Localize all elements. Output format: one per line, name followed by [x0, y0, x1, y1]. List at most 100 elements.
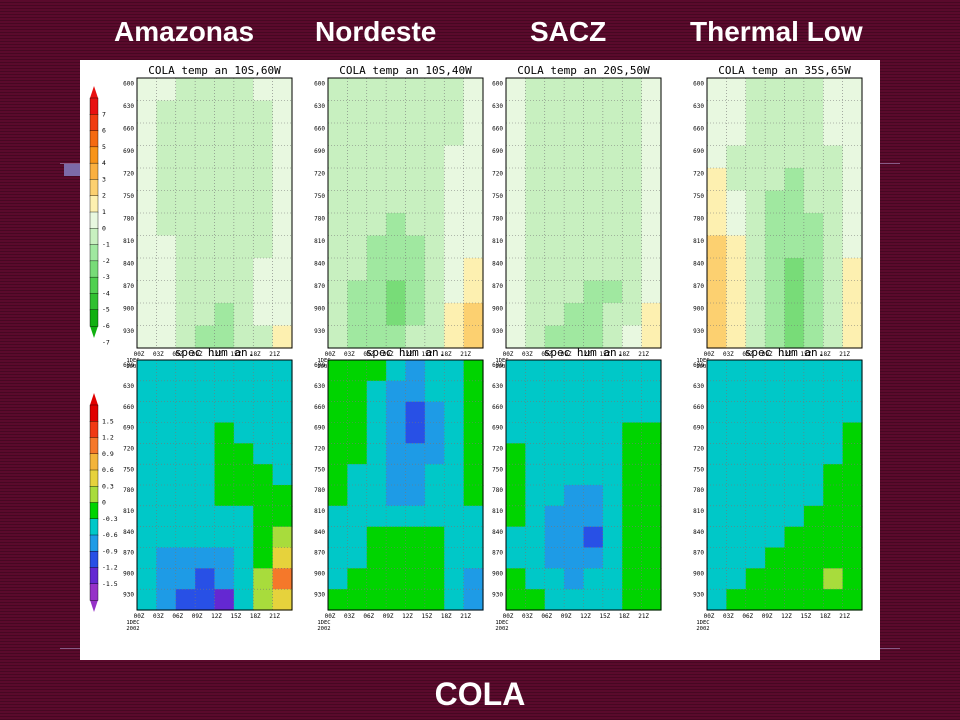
heatmap-cell [386, 303, 407, 327]
heatmap-cell [175, 360, 196, 382]
heatmap-cell [641, 123, 662, 147]
heatmap-cell [328, 401, 348, 424]
heatmap-cell [386, 168, 407, 192]
x-tick-label: 21Z [638, 351, 649, 358]
heatmap-cell [745, 190, 766, 214]
heatmap-cell [233, 422, 254, 444]
x-tick-label: 09Z [192, 351, 203, 358]
heatmap-cell [175, 568, 196, 590]
heatmap-cell [405, 401, 426, 424]
x-tick-label: 00Z [503, 613, 514, 620]
heatmap-cell [424, 213, 445, 237]
y-tick-label: 930 [123, 328, 134, 335]
heatmap-cell [765, 235, 786, 259]
region-title-amazonas: Amazonas [114, 16, 255, 47]
heatmap-cell [842, 168, 863, 192]
heatmap-cell [424, 589, 445, 611]
x-tick-label: 06Z [541, 351, 552, 358]
heatmap-cell [544, 123, 565, 147]
x-date-label: 1DEC [126, 620, 139, 626]
heatmap-cell [765, 145, 786, 169]
heatmap-cell [195, 360, 216, 382]
heatmap-cell [525, 547, 546, 569]
heatmap-cell [347, 360, 368, 382]
heatmap-cell [233, 303, 254, 327]
heatmap-cell [765, 78, 786, 102]
y-tick-label: 900 [314, 571, 325, 578]
heatmap-cell [784, 547, 805, 569]
heatmap-cell [842, 78, 863, 102]
x-tick-label: 06Z [742, 613, 753, 620]
heatmap-cell [233, 443, 254, 465]
heatmap-cell [366, 100, 387, 124]
heatmap-cell [622, 505, 643, 528]
heatmap-cell [405, 145, 426, 169]
heatmap-cell [745, 258, 766, 282]
heatmap-cell [328, 464, 348, 486]
heatmap-cell [137, 589, 157, 611]
heatmap-cell [366, 464, 387, 486]
heatmap-cell [347, 325, 368, 349]
heatmap-cell [253, 325, 274, 349]
heatmap-cell [745, 213, 766, 237]
heatmap-cell [444, 526, 465, 549]
x-tick-label: 09Z [762, 351, 773, 358]
heatmap-cell [195, 303, 216, 327]
heatmap-cell [622, 380, 643, 403]
heatmap-cell [641, 168, 662, 192]
heatmap-cell [463, 380, 484, 403]
y-tick-label: 630 [314, 383, 325, 390]
heatmap-cell [195, 213, 216, 237]
heatmap-cell [622, 123, 643, 147]
heatmap-cell [444, 380, 465, 403]
heatmap-cell [463, 325, 484, 349]
y-tick-label: 720 [123, 446, 134, 453]
heatmap-cell [214, 401, 235, 424]
heatmap-cell [641, 145, 662, 169]
heatmap-cell [784, 100, 805, 124]
heatmap-cell [347, 547, 368, 569]
heatmap-cell [726, 380, 747, 403]
heatmap-cell [214, 235, 235, 259]
heatmap-cell [175, 235, 196, 259]
heatmap-cell [233, 325, 254, 349]
heatmap-cell [564, 485, 585, 507]
heatmap-cell [444, 485, 465, 507]
colorbar-swatch [89, 293, 99, 311]
heatmap-cell [214, 100, 235, 124]
heatmap-cell [726, 505, 747, 528]
x-tick-label: 06Z [172, 613, 183, 620]
heatmap-cell [726, 589, 747, 611]
heatmap-cell [803, 485, 824, 507]
heatmap-cell [195, 235, 216, 259]
heatmap-cell [622, 190, 643, 214]
heatmap-cell [156, 443, 177, 465]
y-tick-label: 870 [314, 283, 325, 290]
heatmap-cell [525, 401, 546, 424]
heatmap-cell [366, 190, 387, 214]
x-tick-label: 15Z [230, 351, 241, 358]
heatmap-cell [641, 258, 662, 282]
heatmap-cell [328, 78, 348, 102]
heatmap-cell [253, 360, 274, 382]
heatmap-cell [707, 422, 727, 444]
heatmap-cell [803, 145, 824, 169]
heatmap-cell [444, 422, 465, 444]
heatmap-cell [726, 168, 747, 192]
y-tick-label: 870 [693, 550, 704, 557]
colorbar-label: -0.9 [102, 547, 118, 555]
heatmap-cell [347, 422, 368, 444]
heatmap-cell [272, 168, 293, 192]
heatmap-cell [784, 213, 805, 237]
heatmap-cell [803, 303, 824, 327]
y-tick-label: 690 [693, 425, 704, 432]
x-tick-label: 21Z [839, 351, 850, 358]
heatmap-cell [405, 303, 426, 327]
heatmap-cell [803, 401, 824, 424]
heatmap-cell [784, 589, 805, 611]
y-tick-label: 630 [492, 383, 503, 390]
heatmap-cell [842, 100, 863, 124]
heatmap-cell [842, 443, 863, 465]
heatmap-cell [707, 123, 727, 147]
heatmap-cell [765, 213, 786, 237]
